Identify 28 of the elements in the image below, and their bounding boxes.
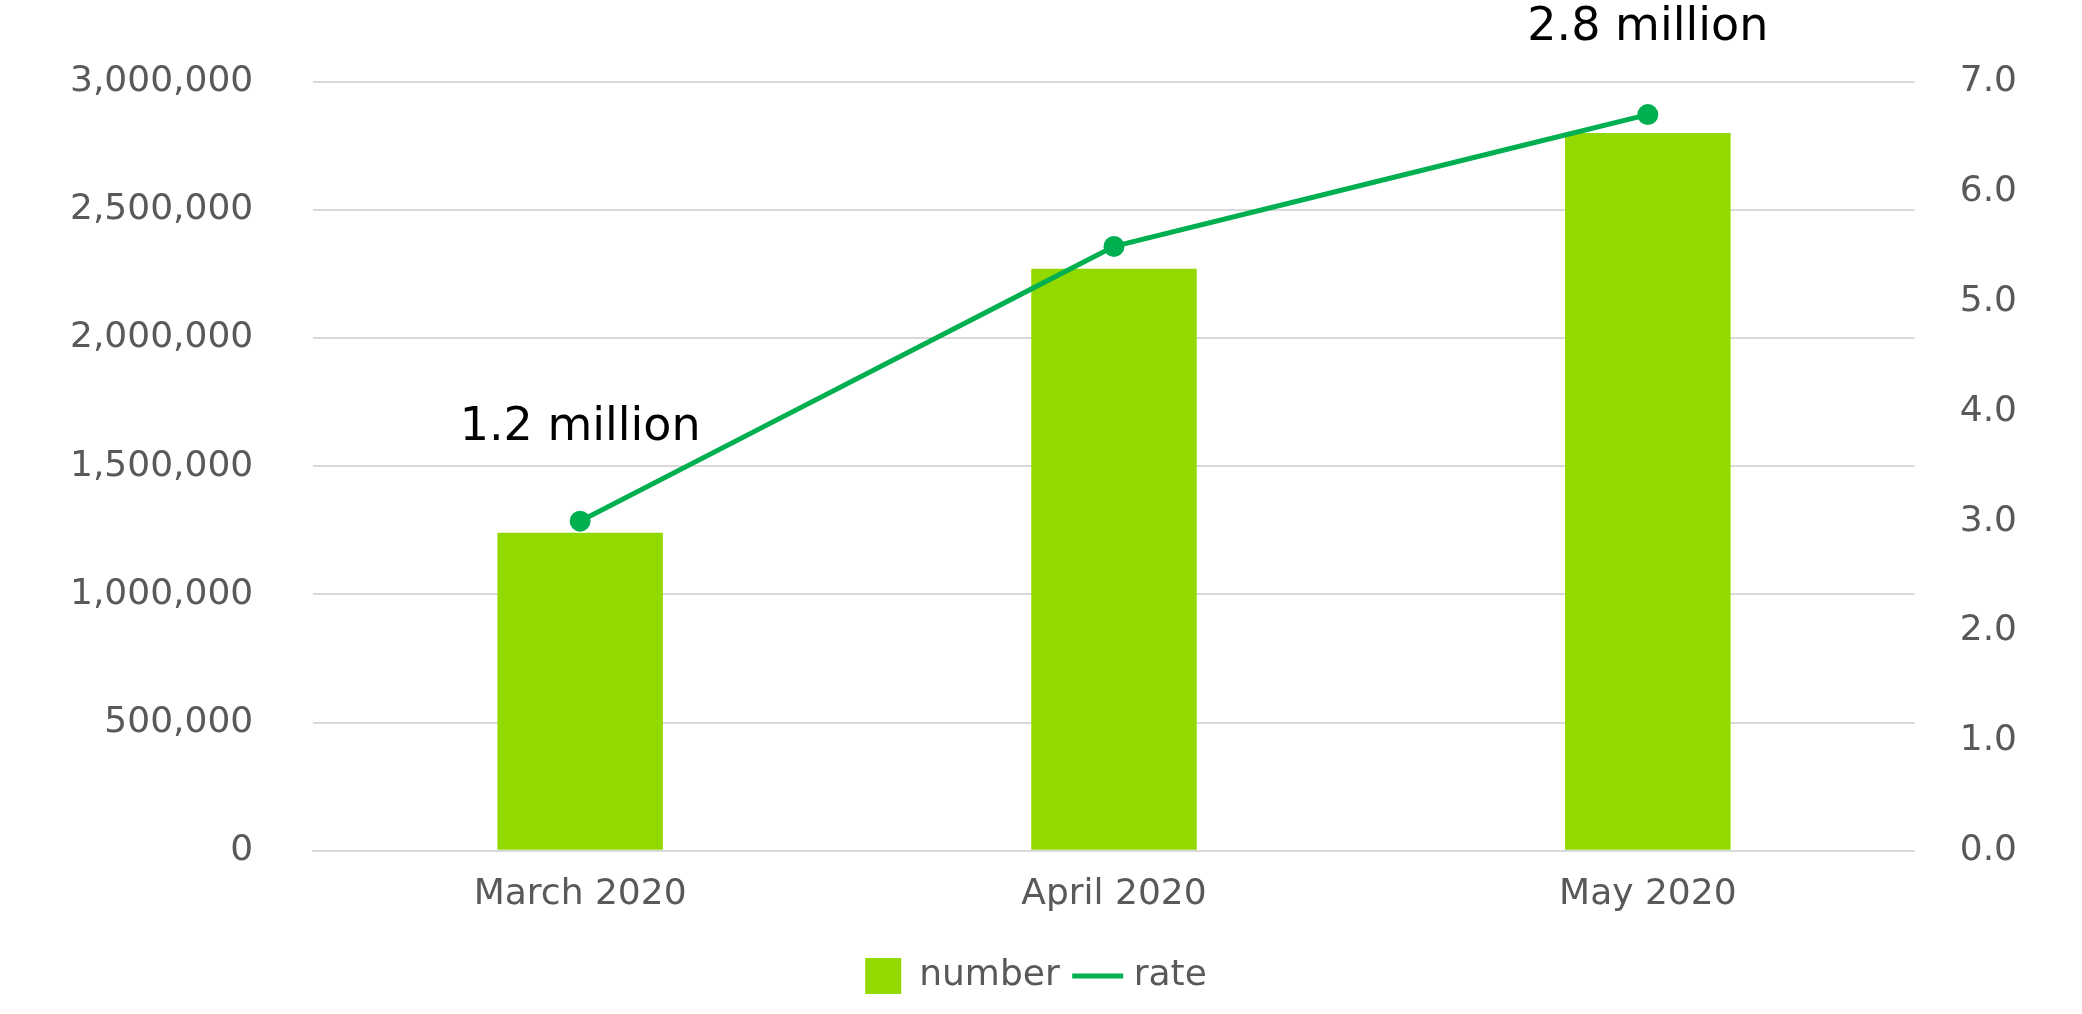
point: [569, 510, 591, 532]
annotation: 2.8 million: [1527, 0, 1769, 51]
legend-label: rate: [1133, 952, 1207, 994]
x-tick-label: May 2020: [1559, 870, 1737, 912]
x-tick-label: March 2020: [473, 870, 687, 912]
y2-tick-label: 3.0: [1959, 497, 2018, 539]
point: [1637, 104, 1659, 126]
y2-tick-label: 6.0: [1959, 167, 2018, 209]
y-tick-label: 1,000,000: [70, 570, 254, 612]
y-tick-label: 1,500,000: [70, 442, 254, 484]
y2-tick-label: 0.0: [1959, 827, 2018, 869]
legend-label: number: [919, 952, 1060, 994]
annotation: 1.2 million: [459, 396, 701, 451]
y2-tick-label: 4.0: [1959, 387, 2018, 429]
y2-tick-label: 1.0: [1959, 717, 2018, 759]
point: [1103, 235, 1125, 257]
bar: [497, 532, 663, 850]
y2-tick-label: 7.0: [1959, 57, 2018, 99]
y-tick-label: 3,000,000: [70, 57, 254, 99]
y-tick-label: 2,500,000: [70, 186, 254, 228]
y-tick-label: 500,000: [104, 698, 254, 740]
y2-tick-label: 2.0: [1959, 607, 2018, 649]
y2-tick-label: 5.0: [1959, 277, 2018, 319]
y-tick-label: 2,000,000: [70, 314, 254, 356]
bar: [1031, 268, 1197, 850]
y-tick-label: 0: [230, 827, 254, 869]
x-tick-label: April 2020: [1021, 870, 1207, 912]
bar: [1565, 132, 1731, 850]
